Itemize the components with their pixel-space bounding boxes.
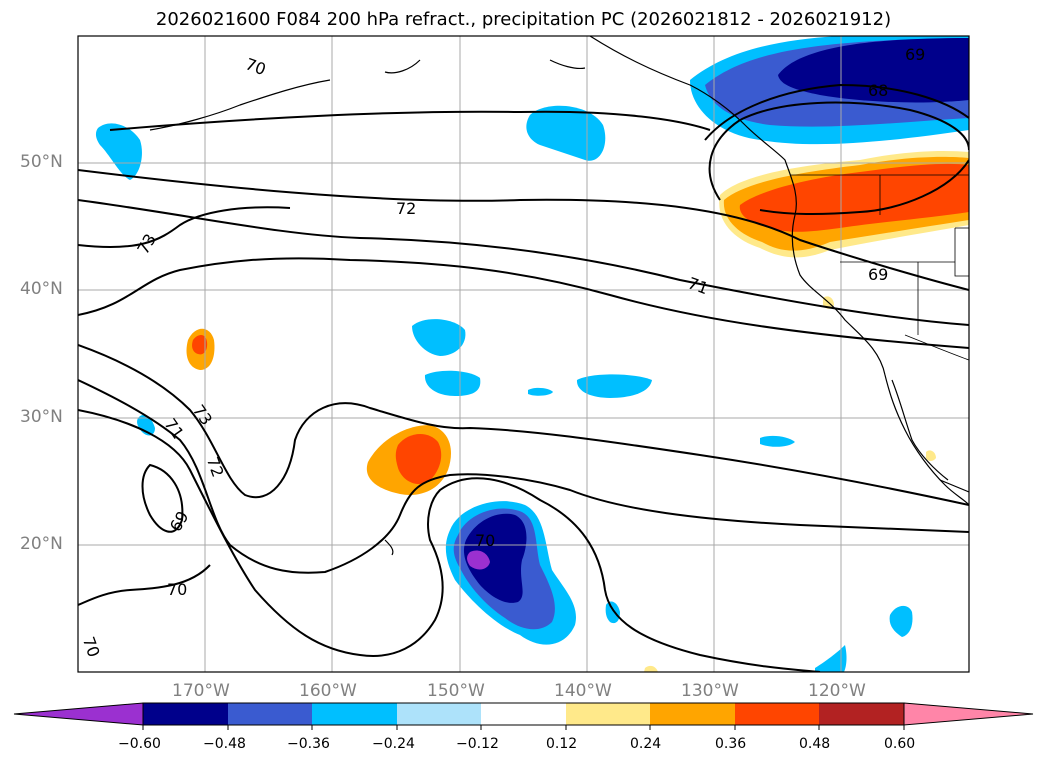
contour-label: 70 [167, 580, 187, 599]
contour-label: 70 [243, 54, 269, 79]
refractivity-contours [78, 83, 969, 672]
lon-label-160w: 160°W [299, 681, 357, 701]
lat-label-50n: 50°N [20, 152, 63, 172]
colorbar-bin [650, 703, 735, 725]
colorbar-tick-label: −0.24 [372, 736, 415, 752]
contour-label: 71 [685, 273, 711, 298]
colorbar-bin [481, 703, 566, 725]
lon-label-150w: 150°W [427, 681, 485, 701]
colorbar-extend-high [903, 702, 1034, 726]
lon-label-170w: 170°W [172, 681, 230, 701]
lat-label-20n: 20°N [20, 534, 63, 554]
contour-label: 70 [79, 634, 104, 660]
contour-label: 73 [133, 230, 160, 257]
colorbar-tick-label: −0.12 [456, 736, 499, 752]
colorbar-bin [228, 703, 312, 725]
colorbar-bin [819, 703, 904, 725]
contour-label: 69 [905, 45, 925, 64]
lon-label-120w: 120°W [808, 681, 866, 701]
contour-label: 70 [475, 531, 495, 550]
colorbar-tick-label: 0.48 [799, 736, 831, 752]
lon-label-130w: 130°W [681, 681, 739, 701]
colorbar-bin [566, 703, 650, 725]
colorbar-bin [397, 703, 481, 725]
colorbar-tick-label: 0.60 [884, 736, 916, 752]
borders [790, 174, 969, 361]
contour-label: 68 [868, 81, 888, 100]
colorbar-tick-label: 0.24 [630, 736, 662, 752]
colorbar-tick-label: −0.48 [203, 736, 246, 752]
lat-label-40n: 40°N [20, 279, 63, 299]
graticule [78, 36, 969, 672]
precip-shading [95, 36, 969, 672]
colorbar-tick-label: 0.12 [546, 736, 578, 752]
contour-label: 73 [189, 401, 216, 429]
colorbar [13, 702, 1034, 730]
contour-label: 72 [203, 454, 228, 480]
contour-label: 71 [161, 415, 188, 443]
colorbar-extend-low [13, 702, 144, 726]
coastlines [149, 36, 969, 556]
colorbar-bin [143, 703, 228, 725]
lon-label-140w: 140°W [554, 681, 612, 701]
lat-label-30n: 30°N [20, 407, 63, 427]
colorbar-bin [735, 703, 819, 725]
colorbar-tick-label: −0.60 [118, 736, 161, 752]
colorbar-tick-label: 0.36 [715, 736, 747, 752]
colorbar-bin [312, 703, 397, 725]
contour-label: 69 [868, 265, 888, 284]
map-frame [77, 35, 970, 673]
contour-label: 72 [396, 199, 416, 218]
map-title: 2026021600 F084 200 hPa refract., precip… [155, 9, 892, 30]
colorbar-tick-label: −0.36 [287, 736, 330, 752]
